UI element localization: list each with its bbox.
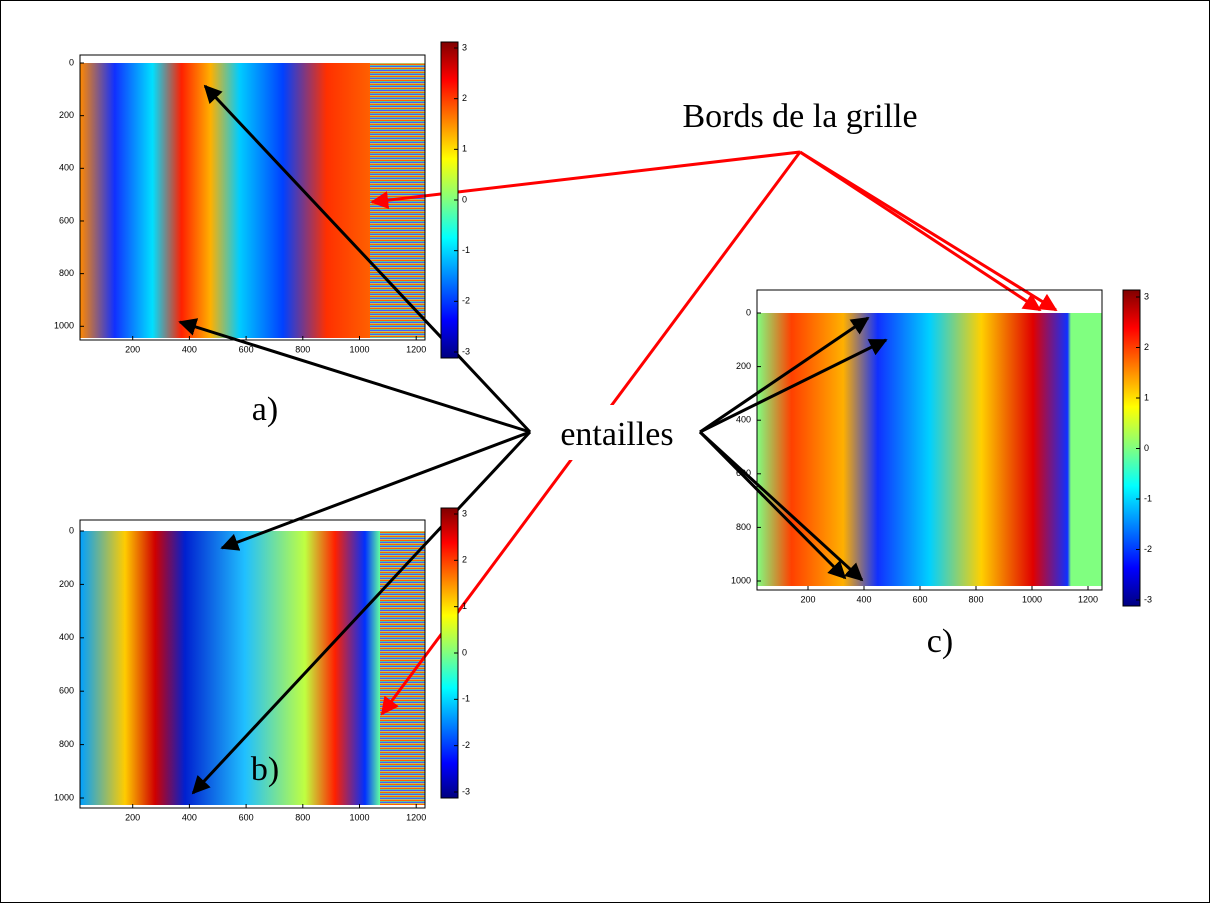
- phase-map-a: [80, 63, 370, 338]
- colorbar-tick-label: 3: [462, 508, 467, 518]
- arrow: [191, 430, 532, 795]
- x-tick-label: 200: [800, 594, 815, 604]
- x-tick-label: 400: [856, 594, 871, 604]
- annotation: entailles: [560, 416, 673, 453]
- axes-box: [79, 519, 426, 809]
- arrow: [699, 338, 888, 434]
- arrow: [698, 430, 847, 580]
- colorbar-tick-label: -3: [1144, 594, 1152, 604]
- x-tick-label: 1200: [1078, 594, 1098, 604]
- colorbar-tick-label: 2: [462, 555, 467, 565]
- colorbar-tick-label: -3: [462, 786, 470, 796]
- arrow: [699, 316, 870, 434]
- y-tick-label: 1000: [54, 321, 74, 331]
- x-tick-label: 1000: [1022, 594, 1042, 604]
- colorbar-tick-label: 3: [462, 42, 467, 52]
- grid-stripes: [380, 531, 425, 805]
- arrow: [799, 150, 1058, 312]
- colorbar-tick-label: -3: [462, 346, 470, 356]
- x-tick-label: 1200: [406, 344, 426, 354]
- annotation: Bords de la grille: [682, 98, 917, 135]
- y-tick-label: 1000: [731, 575, 751, 585]
- colorbar-tick-label: -1: [462, 694, 470, 704]
- y-tick-label: 800: [59, 739, 74, 749]
- colorbar-tick-label: 1: [462, 144, 467, 154]
- axes-box: [79, 54, 426, 341]
- colorbar-tick-label: -1: [462, 245, 470, 255]
- panel-label: c): [927, 623, 953, 660]
- axes-box: [756, 289, 1103, 591]
- y-tick-label: 0: [746, 307, 751, 317]
- x-tick-label: 1000: [349, 344, 369, 354]
- colorbar-tick-label: -2: [462, 296, 470, 306]
- x-tick-label: 400: [182, 812, 197, 822]
- y-tick-label: 200: [59, 579, 74, 589]
- y-tick-label: 200: [736, 361, 751, 371]
- y-tick-label: 1000: [54, 792, 74, 802]
- y-tick-label: 400: [59, 632, 74, 642]
- x-tick-label: 1200: [406, 812, 426, 822]
- arrow: [698, 430, 864, 582]
- arrow: [220, 430, 531, 551]
- x-tick-label: 600: [239, 812, 254, 822]
- phase-map-c: [757, 313, 1102, 586]
- panel-label: b): [251, 751, 279, 788]
- colorbar-tick-label: 3: [1144, 291, 1149, 301]
- x-tick-label: 400: [182, 344, 197, 354]
- y-tick-label: 600: [59, 215, 74, 225]
- y-tick-label: 800: [59, 268, 74, 278]
- colorbar-tick-label: 0: [462, 194, 467, 204]
- y-tick-label: 600: [736, 468, 751, 478]
- y-tick-label: 800: [736, 522, 751, 532]
- colorbar-tick-label: 2: [1144, 342, 1149, 352]
- phase-map-b: [80, 531, 380, 805]
- label-bg: [548, 405, 688, 460]
- colorbar-tick-label: -2: [1144, 544, 1152, 554]
- y-tick-label: 0: [69, 525, 74, 535]
- y-tick-label: 0: [69, 57, 74, 67]
- panel-label: a): [252, 391, 278, 428]
- x-tick-label: 600: [912, 594, 927, 604]
- colorbar-tick-label: 1: [462, 601, 467, 611]
- x-tick-label: 800: [295, 344, 310, 354]
- colorbar-tick-label: 2: [462, 93, 467, 103]
- colorbar-tick-label: -1: [1144, 493, 1152, 503]
- colorbar-tick-label: 0: [462, 647, 467, 657]
- y-tick-label: 200: [59, 110, 74, 120]
- y-tick-label: 400: [59, 163, 74, 173]
- x-tick-label: 200: [125, 344, 140, 354]
- y-tick-label: 400: [736, 415, 751, 425]
- colorbar-tick-label: 0: [1144, 443, 1149, 453]
- colorbar-tick-label: 1: [1144, 392, 1149, 402]
- arrow: [370, 150, 801, 210]
- x-tick-label: 1000: [349, 812, 369, 822]
- x-tick-label: 600: [239, 344, 254, 354]
- x-tick-label: 800: [968, 594, 983, 604]
- x-tick-label: 200: [125, 812, 140, 822]
- x-tick-label: 800: [295, 812, 310, 822]
- colorbar-tick-label: -2: [462, 740, 470, 750]
- arrow: [203, 84, 532, 434]
- y-tick-label: 600: [59, 686, 74, 696]
